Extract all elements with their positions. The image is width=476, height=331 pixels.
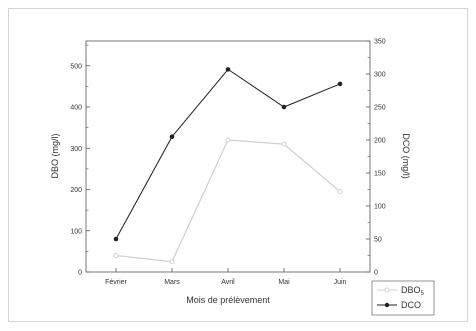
right-tick-label: 50 [374,237,382,244]
point-dco [337,81,343,87]
y-axis-right-title: DCO (mg/l) [401,133,411,179]
left-tick-label: 100 [70,228,82,235]
x-tick-label: Février [105,279,127,286]
legend-dbo-marker [384,287,390,293]
left-tick-label: 400 [70,105,82,112]
x-tick-label: Mai [278,279,290,286]
series-line-dbo [115,139,341,263]
point-dco [169,134,175,139]
x-tick-label: Juin [334,279,347,286]
x-tick-label: Mars [164,279,180,286]
legend-dco-marker [384,302,390,308]
x-axis-title: Mois de prélèvement [186,295,270,305]
point-dbo [281,141,287,147]
point-dco [113,236,119,242]
legend-dco-label: DCO [401,300,421,310]
legend-box [371,280,435,316]
right-tick-label: 250 [374,105,386,112]
y-axis-left-title: DBO (mg/l) [50,133,60,178]
right-tick-label: 300 [374,72,386,79]
series-line-dco [115,68,341,240]
left-tick-label: 0 [78,270,82,277]
chart-frame [8,8,468,322]
point-dbo [113,253,119,258]
right-tick-label: 0 [374,270,378,277]
right-axis-ticks: 0 50 100 150 200 250 300 350 [366,39,386,277]
x-tick-label: Avril [221,279,235,286]
right-tick-label: 150 [374,171,386,178]
point-dbo [169,259,175,265]
x-axis-ticks: Février Mars Avril Mai Juin [105,268,347,286]
left-axis-ticks: 0 100 200 300 400 500 [70,44,90,277]
legend-dbo-subscript: 5 [421,291,425,297]
point-dbo [225,137,231,143]
point-dco [281,104,287,110]
point-dco [225,67,231,72]
right-tick-label: 350 [374,39,386,46]
right-tick-label: 100 [374,204,386,211]
series-layer [113,67,343,265]
legend-dbo-name: DBO [401,285,421,295]
legend: DBO5 DCO [371,280,435,316]
left-tick-label: 300 [70,146,82,153]
right-tick-label: 200 [374,138,386,145]
left-tick-label: 500 [70,63,82,70]
legend-dbo-label: DBO5 [401,285,425,297]
point-dbo [337,189,343,195]
plot-area [85,40,371,273]
left-tick-label: 200 [70,187,82,194]
